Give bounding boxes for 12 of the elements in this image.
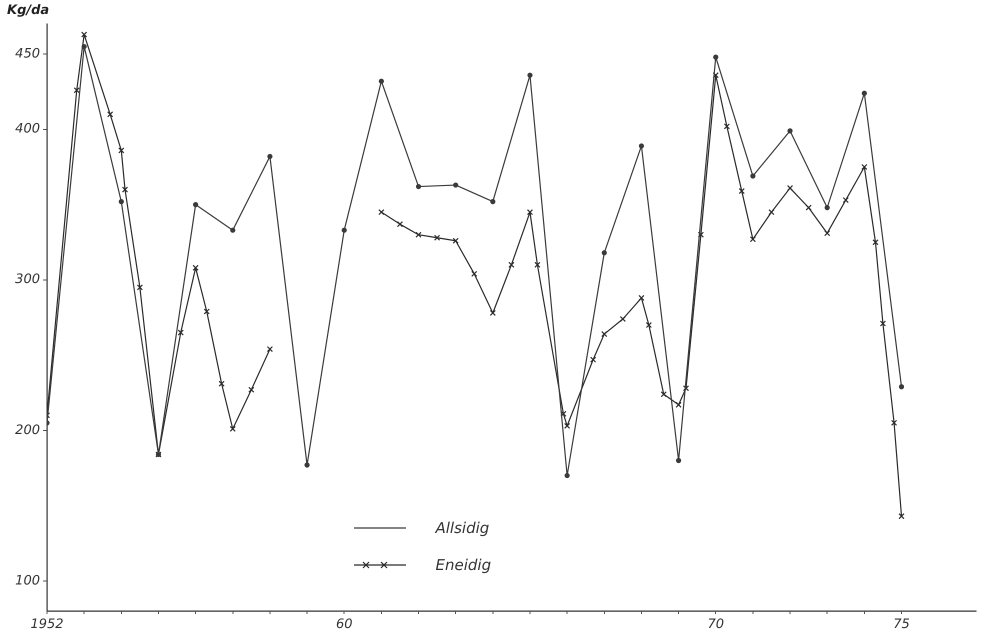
y-axis-title: Kg/da [7, 2, 50, 18]
y-tick-label: 100 [15, 573, 40, 588]
legend-label: Eneidig [436, 556, 492, 574]
legend-label: Allsidig [436, 518, 490, 536]
x-tick-label: 70 [707, 617, 724, 632]
x-tick-label: 1952 [30, 617, 64, 632]
y-tick-label: 200 [15, 422, 40, 438]
x-tick-label: 60 [336, 617, 352, 632]
y-tick-label: 300 [15, 272, 40, 288]
x-tick-label: 75 [893, 617, 910, 632]
y-tick-label: 400 [15, 122, 40, 137]
y-tick-label: 450 [15, 46, 40, 62]
